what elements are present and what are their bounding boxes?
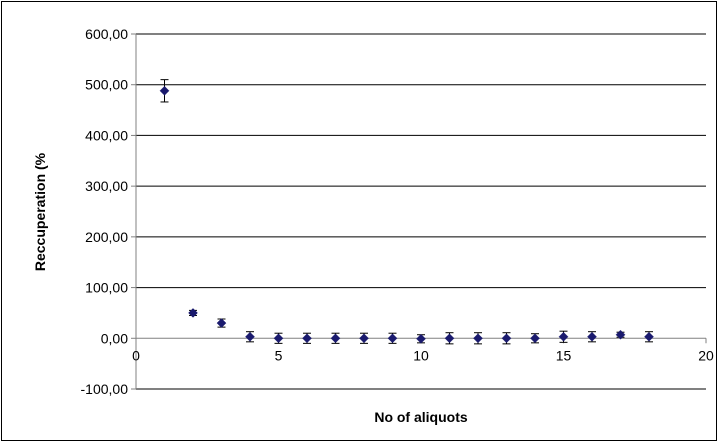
y-tick-label: 200,00 xyxy=(85,229,128,245)
y-axis-title: Reccuperation (% xyxy=(32,152,48,271)
data-point xyxy=(273,333,284,344)
error-bars xyxy=(160,79,653,345)
data-point xyxy=(387,333,398,344)
data-points xyxy=(159,85,654,344)
data-point xyxy=(444,333,455,344)
data-point xyxy=(473,333,483,344)
x-tick-label: 5 xyxy=(275,347,283,363)
data-point xyxy=(501,333,512,344)
data-point xyxy=(216,318,227,328)
data-point xyxy=(159,85,170,96)
y-tick-labels: 600,00 500,00 400,00 300,00 200,00 100,00 0,00… xyxy=(81,26,129,397)
x-tick-label: 15 xyxy=(556,347,572,363)
data-point xyxy=(188,308,198,318)
y-tick-label: 600,00 xyxy=(85,26,128,42)
y-tick-label: 400,00 xyxy=(85,127,128,143)
y-tick-label: -100,00 xyxy=(81,381,129,397)
data-point xyxy=(587,331,597,342)
data-point xyxy=(558,331,569,342)
y-tick-label: 0,00 xyxy=(101,330,128,346)
x-tick-label: 10 xyxy=(413,347,429,363)
data-point xyxy=(530,333,540,344)
data-point xyxy=(416,333,426,344)
data-point xyxy=(615,329,626,340)
data-point xyxy=(359,333,369,344)
x-axis-title: No of aliquots xyxy=(374,409,468,425)
y-tick-label: 100,00 xyxy=(85,280,128,296)
data-point xyxy=(302,333,312,344)
x-tick-labels: 0 5 10 15 20 xyxy=(132,347,714,363)
x-tick-label: 20 xyxy=(698,347,714,363)
data-point xyxy=(644,331,654,342)
gridlines xyxy=(136,33,706,390)
y-tick-label: 500,00 xyxy=(85,77,128,93)
data-point xyxy=(330,333,341,344)
data-point xyxy=(245,331,255,342)
y-tick-label: 300,00 xyxy=(85,178,128,194)
x-tick-label: 0 xyxy=(132,347,140,363)
